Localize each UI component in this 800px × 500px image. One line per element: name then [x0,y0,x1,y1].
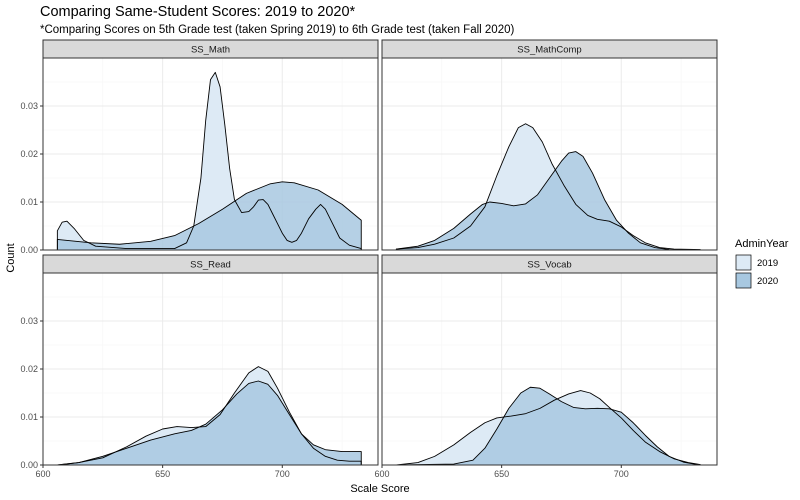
density-area-2020-ss-mathcomp [396,151,701,250]
y-tick-label: 0.02 [20,364,38,374]
y-tick-label: 0.01 [20,197,38,207]
panel-border-ss-mathcomp [381,57,718,251]
x-tick-label: 700 [614,469,629,479]
density-line-2019-ss-vocab [396,390,701,466]
chart-title: Comparing Same-Student Scores: 2019 to 2… [40,4,356,20]
y-tick-label: 0.03 [20,101,38,111]
x-axis-title: Scale Score [350,483,409,495]
x-tick-label: 650 [494,469,509,479]
density-line-2020-ss-mathcomp [395,151,701,251]
y-tick-label: 0.00 [20,245,38,255]
density-line-2020-ss-read [57,380,362,466]
legend-title: AdminYear [735,238,789,250]
x-tick-label: 600 [374,469,389,479]
legend-label-2019: 2019 [757,258,778,269]
y-axis-title: Count [5,243,17,272]
density-line-2019-ss-mathcomp [395,123,701,250]
density-area-2020-ss-read [57,381,362,465]
x-tick-label: 700 [275,469,290,479]
facet-label-ss-math: SS_Math [191,45,230,56]
facet-label-ss-vocab: SS_Vocab [527,260,571,271]
facet-label-ss-read: SS_Read [190,260,231,271]
x-tick-label: 650 [155,469,170,479]
density-line-2020-ss-vocab [396,386,701,466]
density-line-2019-ss-math [56,71,362,250]
y-tick-label: 0.03 [20,316,38,326]
density-area-2020-ss-math [57,181,362,250]
legend-swatch-2019 [735,254,752,271]
y-tick-label: 0.02 [20,149,38,159]
legend-swatch-2020 [735,272,752,289]
density-line-2019-ss-read [57,366,362,466]
x-tick-label: 600 [35,469,50,479]
density-area-2019-ss-math [57,72,362,251]
chart-subtitle: *Comparing Scores on 5th Grade test (tak… [40,24,515,36]
panel-border-ss-vocab [381,272,718,466]
density-line-2020-ss-math [56,181,362,250]
legend-label-2020: 2020 [757,276,778,287]
y-tick-label: 0.01 [20,412,38,422]
facet-label-ss-mathcomp: SS_MathComp [517,45,581,56]
y-tick-label: 0.00 [20,460,38,470]
density-area-2020-ss-vocab [396,387,701,465]
